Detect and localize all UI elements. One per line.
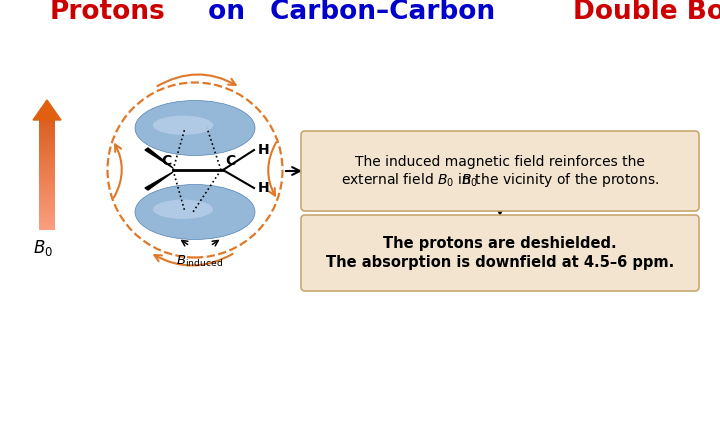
FancyBboxPatch shape (301, 131, 699, 211)
Bar (39, 158, 55, 160)
Bar (39, 198, 55, 201)
Bar (39, 123, 55, 125)
Text: $B_\mathrm{induced}$: $B_\mathrm{induced}$ (176, 254, 223, 269)
Polygon shape (145, 148, 173, 168)
Bar (39, 185, 55, 188)
Bar (39, 147, 55, 149)
Bar (39, 151, 55, 153)
Bar (39, 217, 55, 219)
Bar (39, 218, 55, 221)
Bar (39, 162, 55, 164)
Bar (39, 202, 55, 204)
Text: Carbon–Carbon: Carbon–Carbon (271, 0, 505, 25)
Bar (39, 178, 55, 181)
Text: The absorption is downfield at 4.5–6 ppm.: The absorption is downfield at 4.5–6 ppm… (326, 255, 674, 270)
Text: on: on (199, 0, 254, 25)
Text: C: C (161, 154, 171, 168)
Bar (39, 180, 55, 182)
Text: H: H (258, 143, 269, 157)
Bar (39, 196, 55, 199)
Bar (39, 149, 55, 151)
Polygon shape (145, 172, 173, 190)
Bar (39, 142, 55, 144)
Text: external field $B_0$ in the vicinity of the protons.: external field $B_0$ in the vicinity of … (341, 171, 659, 189)
Bar (39, 222, 55, 224)
FancyBboxPatch shape (301, 215, 699, 291)
Bar (39, 134, 55, 136)
Ellipse shape (135, 184, 255, 240)
Bar (39, 154, 55, 157)
Text: The protons are deshielded.: The protons are deshielded. (383, 235, 617, 250)
Bar (39, 226, 55, 228)
Bar (39, 138, 55, 140)
Bar (39, 145, 55, 147)
Bar (39, 195, 55, 197)
Ellipse shape (153, 200, 213, 219)
Bar (39, 160, 55, 162)
Bar (39, 132, 55, 135)
Bar (39, 215, 55, 217)
Text: $B_0$: $B_0$ (33, 238, 53, 258)
Bar (39, 153, 55, 155)
Ellipse shape (153, 116, 213, 135)
Bar (39, 127, 55, 129)
Bar (39, 207, 55, 210)
Bar (39, 171, 55, 173)
Bar (39, 189, 55, 192)
Bar (39, 136, 55, 138)
Bar (39, 213, 55, 215)
Bar (39, 121, 55, 124)
Polygon shape (33, 100, 61, 120)
Bar (39, 191, 55, 193)
Bar (39, 211, 55, 213)
Bar (39, 130, 55, 133)
Bar (39, 228, 55, 230)
Bar (39, 156, 55, 159)
Bar (39, 143, 55, 146)
Text: $B_0$: $B_0$ (462, 173, 479, 189)
Bar (39, 125, 55, 127)
Bar (39, 175, 55, 177)
Text: C: C (225, 154, 235, 168)
Bar (39, 184, 55, 186)
Bar (39, 129, 55, 131)
Bar (39, 140, 55, 142)
Bar (39, 220, 55, 223)
Bar (39, 224, 55, 227)
Bar (39, 204, 55, 206)
Bar (39, 206, 55, 208)
Bar (39, 165, 55, 168)
Bar (39, 187, 55, 190)
Ellipse shape (135, 100, 255, 156)
Bar (39, 210, 55, 212)
Bar (39, 200, 55, 202)
Bar (39, 182, 55, 184)
Bar (39, 169, 55, 171)
Bar (39, 176, 55, 178)
Bar (39, 193, 55, 195)
Bar (39, 119, 55, 122)
Text: H: H (258, 181, 269, 195)
Bar (39, 164, 55, 166)
Bar (39, 167, 55, 170)
Text: Protons: Protons (50, 0, 166, 25)
Bar (39, 173, 55, 175)
Text: The induced magnetic field reinforces the: The induced magnetic field reinforces th… (355, 155, 645, 169)
Text: Double Bonds: Double Bonds (572, 0, 720, 25)
